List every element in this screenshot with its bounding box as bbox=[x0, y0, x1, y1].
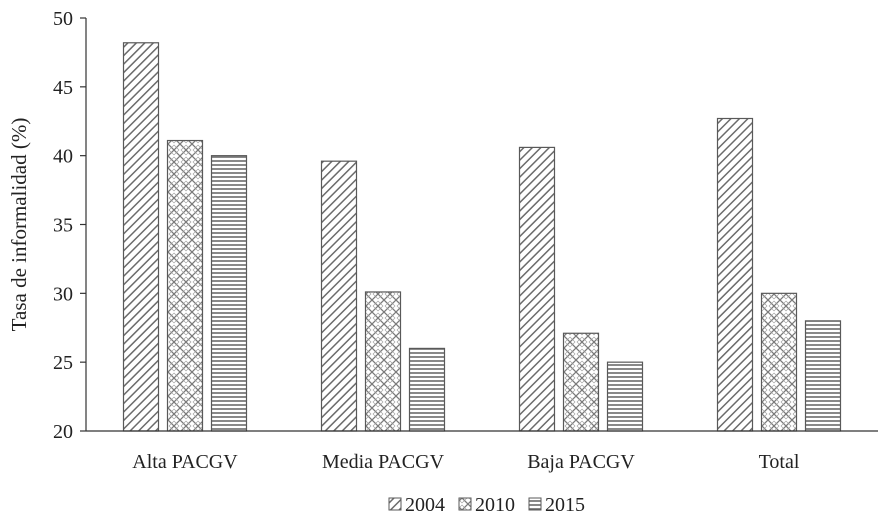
legend: 2004 2010 2015 bbox=[388, 494, 585, 516]
x-category-label: Media PACGV bbox=[322, 451, 445, 473]
y-tick-label: 40 bbox=[53, 146, 73, 168]
bar-2004-media-pacgv bbox=[320, 160, 358, 432]
x-category-label: Total bbox=[759, 451, 800, 473]
bar-2004-alta-pacgv bbox=[122, 42, 160, 432]
legend-swatch-2010 bbox=[458, 497, 472, 511]
y-tick-label: 50 bbox=[53, 8, 73, 30]
bar-2015-baja-pacgv bbox=[606, 361, 644, 432]
bar-2015-total bbox=[804, 320, 842, 432]
x-category-label: Baja PACGV bbox=[527, 451, 635, 473]
legend-label-2010: 2010 bbox=[475, 494, 515, 516]
bars bbox=[122, 42, 842, 432]
y-axis-ticks: 20 25 30 35 40 45 50 bbox=[53, 8, 86, 443]
x-axis-labels: Alta PACGV Media PACGV Baja PACGV Total bbox=[132, 451, 800, 473]
bar-2010-total bbox=[760, 292, 798, 432]
y-tick-label: 30 bbox=[53, 283, 73, 305]
bar-2010-baja-pacgv bbox=[562, 332, 600, 432]
y-tick-label: 25 bbox=[53, 352, 73, 374]
bar-2004-baja-pacgv bbox=[518, 146, 556, 432]
y-tick-label: 45 bbox=[53, 77, 73, 99]
legend-swatch-2004 bbox=[388, 497, 402, 511]
bar-2010-media-pacgv bbox=[364, 291, 402, 432]
y-tick-label: 20 bbox=[53, 421, 73, 443]
bar-2004-total bbox=[716, 117, 754, 432]
bar-2015-media-pacgv bbox=[408, 347, 446, 432]
bar-2015-alta-pacgv bbox=[210, 155, 248, 432]
y-tick-label: 35 bbox=[53, 215, 73, 237]
legend-label-2015: 2015 bbox=[545, 494, 585, 516]
legend-label-2004: 2004 bbox=[405, 494, 445, 516]
axes bbox=[85, 18, 878, 432]
y-axis-title: Tasa de informalidad (%) bbox=[7, 118, 31, 332]
x-category-label: Alta PACGV bbox=[132, 451, 238, 473]
bar-2010-alta-pacgv bbox=[166, 139, 204, 432]
legend-swatch-2015 bbox=[528, 497, 542, 511]
